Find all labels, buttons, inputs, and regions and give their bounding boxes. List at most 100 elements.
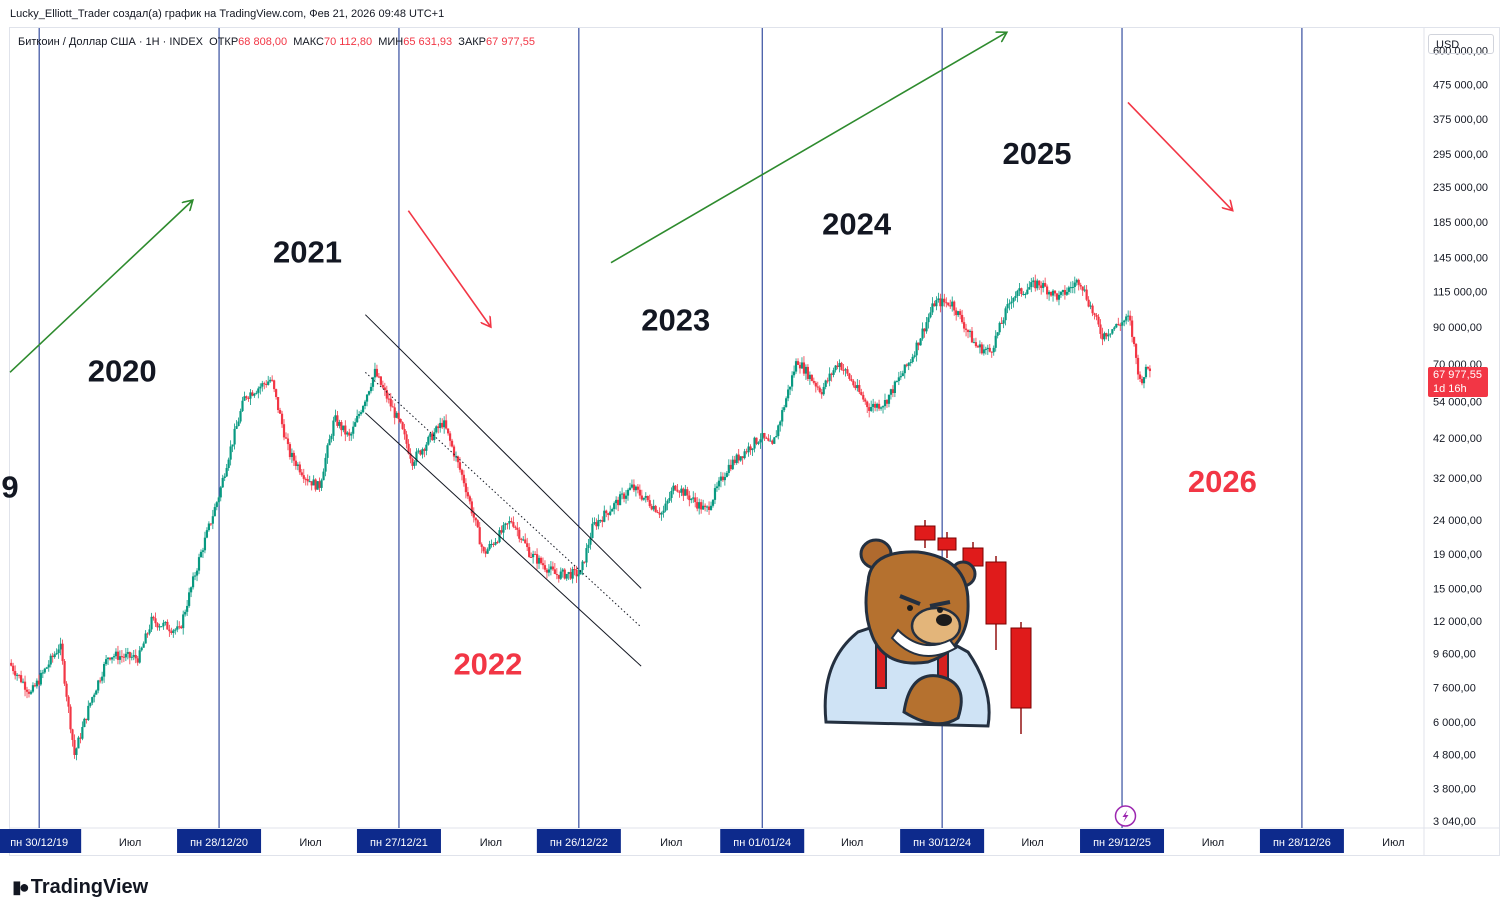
candle-up: [233, 428, 236, 445]
candle-up: [907, 363, 910, 366]
candle-down: [472, 513, 475, 518]
candle-down: [860, 392, 863, 395]
candle-down: [545, 569, 549, 573]
candle-down: [885, 399, 889, 404]
candle-up: [800, 362, 804, 369]
candle-up: [660, 512, 663, 515]
candle-down: [1093, 313, 1096, 315]
tradingview-logo[interactable]: ▮● TradingView: [12, 876, 148, 899]
candle-up: [223, 476, 226, 479]
brand-label: TradingView: [30, 876, 149, 898]
candle-up: [787, 389, 790, 399]
candle-down: [122, 656, 125, 658]
candle-down: [318, 481, 321, 488]
candle-up: [358, 414, 361, 416]
candle-up: [628, 487, 632, 490]
candle-down: [917, 342, 920, 346]
candle-up: [350, 433, 353, 436]
candle-down: [276, 396, 280, 411]
candle-up: [1042, 283, 1045, 289]
candle-down: [648, 500, 651, 507]
candle-down: [1134, 344, 1138, 358]
candle-down: [271, 379, 274, 381]
candle-up: [352, 426, 355, 434]
lightning-bolt: [1122, 810, 1129, 822]
candle-down: [156, 623, 159, 628]
candle-up: [443, 420, 446, 428]
current-price-tag: 67 977,55 1d 16h: [1428, 367, 1488, 397]
price-tick-label: 7 600,00: [1433, 683, 1476, 695]
bear-candle-body: [937, 537, 957, 551]
candle-down: [423, 449, 426, 451]
candle-up: [308, 481, 311, 483]
time-tick-label: Июл: [1021, 837, 1043, 849]
candle-down: [923, 328, 926, 332]
price-tick-label: 235 000,00: [1433, 182, 1488, 194]
candle-up: [711, 499, 715, 506]
candle-up: [43, 668, 46, 673]
candle-up: [804, 366, 808, 374]
candle-up: [93, 694, 96, 698]
candle-down: [464, 483, 467, 493]
candle-down: [468, 496, 471, 502]
candle-up: [433, 432, 436, 441]
candle-down: [858, 385, 861, 393]
currency-button[interactable]: USD: [1428, 34, 1494, 54]
candle-up: [664, 503, 667, 511]
symbol-label[interactable]: Биткоин / Доллар США · 1Н · INDEX: [18, 36, 204, 48]
time-marker-label: пн 29/12/25: [1093, 837, 1151, 849]
candle-up: [1008, 303, 1011, 305]
candle-up: [144, 633, 147, 644]
candles-group: [10, 274, 1152, 761]
candle-down: [700, 502, 703, 510]
candle-down: [411, 458, 414, 466]
bear-grin: [890, 628, 958, 657]
candle-up: [255, 392, 258, 394]
time-marker-box: [1259, 829, 1344, 853]
candle-up: [195, 570, 199, 576]
candle-up: [909, 361, 912, 364]
candle-up: [486, 549, 489, 554]
candle-down: [563, 569, 566, 579]
candle-down: [14, 671, 17, 676]
candle-up: [211, 516, 214, 524]
candle-down: [806, 366, 810, 379]
candle-up: [77, 737, 80, 749]
candle-up: [249, 392, 252, 399]
candle-down: [1099, 324, 1102, 334]
candle-down: [1105, 333, 1108, 337]
candle-down: [810, 374, 813, 381]
candle-down: [646, 495, 649, 501]
time-tick-label: Июл: [841, 837, 863, 849]
candle-down: [405, 434, 408, 444]
candle-up: [1127, 315, 1130, 317]
candle-down: [852, 380, 855, 386]
candle-up: [630, 484, 634, 488]
candle-down: [284, 437, 288, 439]
candle-up: [231, 444, 234, 447]
candle-up: [759, 439, 762, 443]
candle-up: [221, 478, 224, 488]
price-tick-label: 115 000,00: [1433, 286, 1487, 298]
candle-down: [1038, 280, 1041, 286]
price-tick-label: 54 000,00: [1433, 397, 1482, 409]
candle-up: [124, 653, 127, 658]
candle-up: [725, 472, 728, 477]
candle-up: [1069, 287, 1072, 289]
candle-down: [292, 452, 296, 461]
candle-down: [168, 629, 171, 632]
candle-up: [1121, 322, 1124, 326]
candle-up: [81, 727, 84, 739]
tradingview-mark-icon: ▮●: [12, 877, 30, 897]
candle-up: [599, 520, 602, 522]
candle-down: [152, 616, 155, 619]
candle-up: [164, 621, 167, 623]
candle-down: [450, 440, 454, 447]
time-marker-box: [356, 829, 441, 853]
candle-down: [310, 481, 313, 486]
time-marker-box: [900, 829, 985, 853]
candle-down: [846, 369, 849, 374]
candle-down: [51, 655, 54, 658]
candle-down: [943, 298, 946, 303]
